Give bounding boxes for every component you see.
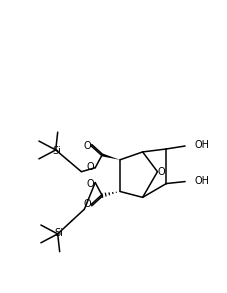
Polygon shape	[102, 154, 120, 160]
Text: O: O	[86, 162, 94, 172]
Text: Si: Si	[54, 228, 63, 238]
Text: O: O	[84, 141, 91, 151]
Text: O: O	[84, 199, 91, 209]
Text: O: O	[86, 178, 94, 188]
Text: OH: OH	[194, 176, 209, 185]
Text: OH: OH	[194, 140, 209, 150]
Text: O: O	[158, 167, 165, 177]
Text: Si: Si	[52, 146, 61, 156]
